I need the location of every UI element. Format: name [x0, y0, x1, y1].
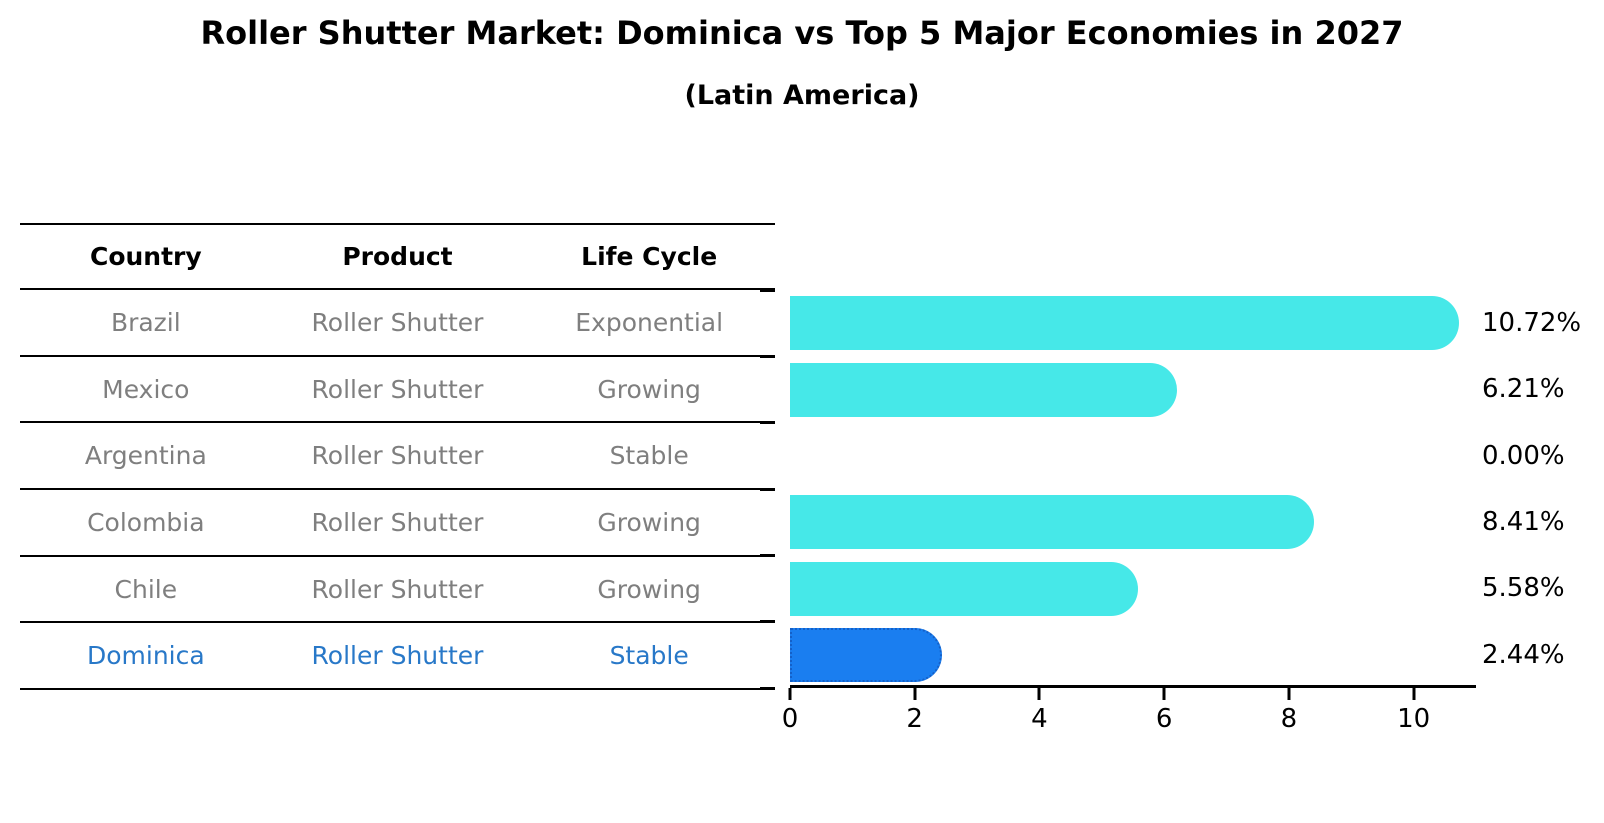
table-row-mexico: Mexico Roller Shutter Growing	[20, 357, 775, 424]
x-tick-label: 10	[1397, 704, 1431, 734]
bar-mexico	[790, 362, 1178, 417]
cell-product: Roller Shutter	[311, 307, 484, 337]
x-axis-line	[790, 685, 1476, 688]
table-row-brazil: Brazil Roller Shutter Exponential	[20, 290, 775, 357]
x-tick-label: 0	[781, 704, 799, 734]
bar-chart-plot-area: 10.72% 6.21% 0.00% 8.41% 5.58% 2.44% 0 2…	[760, 288, 1581, 734]
bar-brazil	[790, 296, 1459, 351]
column-header-product: Product	[342, 242, 453, 271]
value-label-dominica: 2.44%	[1482, 639, 1565, 670]
table-row-dominica: Dominica Roller Shutter Stable	[20, 623, 775, 691]
x-tick-label: 2	[906, 704, 923, 734]
value-label-chile: 5.58%	[1482, 573, 1565, 604]
value-label-brazil: 10.72%	[1482, 308, 1582, 338]
x-axis-tick	[1412, 688, 1416, 700]
cell-country: Argentina	[84, 441, 207, 471]
cell-country: Colombia	[87, 507, 205, 537]
y-axis-tick	[760, 288, 775, 292]
value-label-mexico: 6.21%	[1482, 374, 1565, 405]
cell-product: Roller Shutter	[311, 507, 484, 537]
cell-country: Brazil	[110, 307, 181, 337]
page-subtitle: (Latin America)	[684, 80, 920, 111]
x-tick-label: 4	[1031, 704, 1048, 734]
y-axis-tick	[760, 686, 775, 690]
y-axis-tick	[760, 421, 775, 425]
table-row-colombia: Colombia Roller Shutter Growing	[20, 490, 775, 557]
table-row-chile: Chile Roller Shutter Growing	[20, 557, 775, 624]
cell-country: Mexico	[102, 374, 190, 404]
cell-product: Roller Shutter	[311, 374, 484, 404]
x-axis-tick	[1162, 688, 1166, 700]
x-axis-tick	[913, 688, 917, 700]
y-axis-tick	[760, 354, 775, 358]
bar-colombia	[790, 495, 1315, 550]
cell-life-cycle: Growing	[597, 374, 701, 404]
bar-chile	[790, 561, 1138, 616]
cell-country: Chile	[114, 574, 178, 604]
x-axis-tick	[1037, 688, 1041, 700]
cell-country: Dominica	[86, 641, 205, 671]
y-axis-tick	[760, 487, 775, 491]
x-tick-label: 8	[1280, 704, 1298, 734]
cell-product: Roller Shutter	[311, 574, 484, 604]
cell-life-cycle: Growing	[597, 574, 701, 604]
value-label-argentina: 0.00%	[1482, 440, 1565, 471]
x-axis-tick	[1287, 688, 1291, 700]
x-axis-tick	[788, 688, 792, 700]
cell-product: Roller Shutter	[311, 641, 484, 671]
value-label-colombia: 8.41%	[1482, 507, 1565, 537]
bar-dominica	[790, 628, 943, 682]
cell-life-cycle: Growing	[597, 507, 701, 537]
cell-product: Roller Shutter	[311, 441, 484, 471]
cell-life-cycle: Stable	[609, 641, 689, 671]
cell-life-cycle: Exponential	[575, 307, 724, 337]
column-header-country: Country	[89, 242, 202, 271]
column-header-life-cycle: Life Cycle	[581, 242, 718, 271]
page-title: Roller Shutter Market: Dominica vs Top 5…	[200, 14, 1404, 52]
y-axis-tick	[760, 620, 775, 624]
x-tick-label: 6	[1155, 704, 1173, 734]
y-axis-tick	[760, 553, 775, 557]
table-row-argentina: Argentina Roller Shutter Stable	[20, 423, 775, 491]
cell-life-cycle: Stable	[609, 441, 689, 471]
country-table: Country Product Life Cycle Brazil Roller…	[20, 223, 775, 691]
table-header-row: Country Product Life Cycle	[20, 223, 775, 290]
